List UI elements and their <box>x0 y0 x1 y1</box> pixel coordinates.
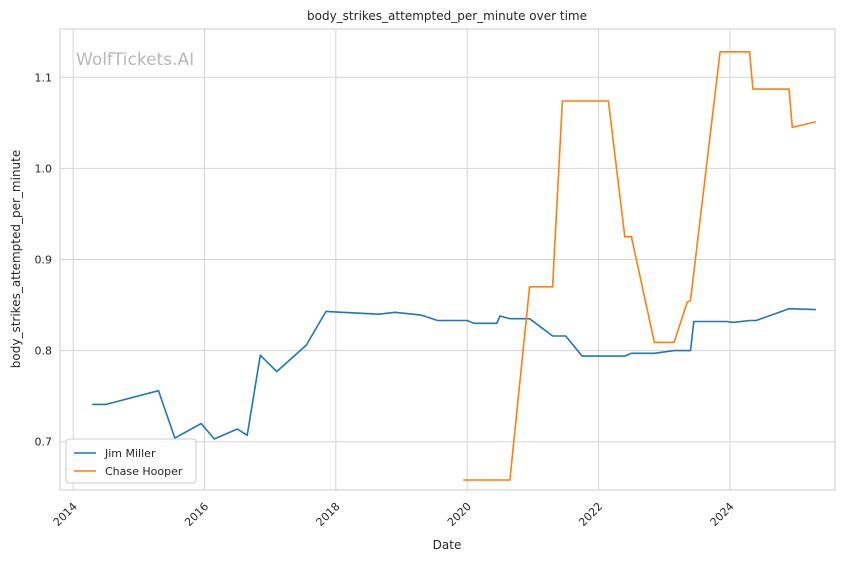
y-tick-label: 0.9 <box>35 254 53 267</box>
series-line-jim-miller <box>92 307 817 440</box>
legend-label-chase-hooper: Chase Hooper <box>105 465 183 478</box>
plot-frame <box>59 28 836 491</box>
legend-box <box>65 438 197 484</box>
y-axis-title: body_strikes_attempted_per_minute <box>9 150 23 368</box>
series-line-chase-hooper <box>463 51 817 481</box>
chart-title: body_strikes_attempted_per_minute over t… <box>307 9 587 23</box>
x-axis-title: Date <box>433 538 462 552</box>
y-tick-label: 0.8 <box>35 345 53 358</box>
grid-lines <box>60 29 835 490</box>
y-tick-label: 0.7 <box>35 436 53 449</box>
legend-label-jim-miller: Jim Miller <box>104 447 156 460</box>
series-layer <box>92 51 817 481</box>
legend: Jim Miller Chase Hooper <box>65 438 197 484</box>
y-tick-label: 1.1 <box>35 71 53 84</box>
watermark-text: WolfTickets.AI <box>76 50 194 70</box>
y-axis-ticks: 0.7 0.8 0.9 1.0 1.1 <box>35 71 53 448</box>
y-tick-label: 1.0 <box>35 162 53 175</box>
